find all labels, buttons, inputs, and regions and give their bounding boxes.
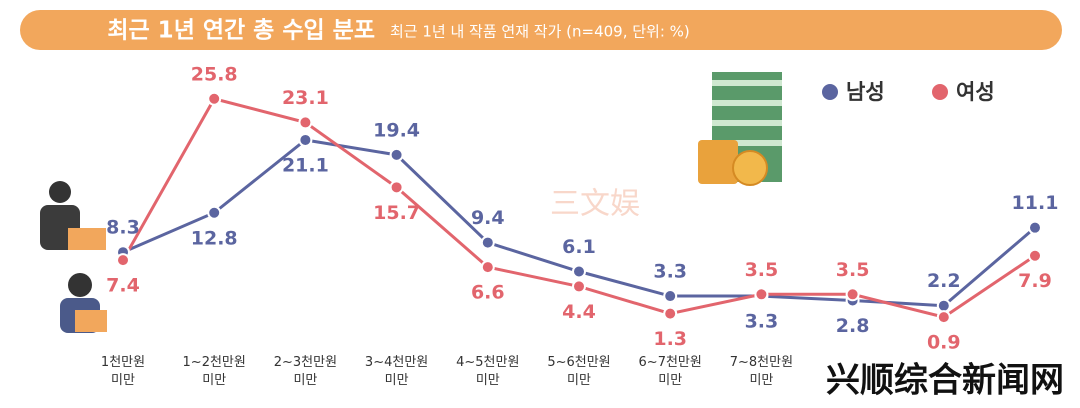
data-label: 12.8 [191,227,238,249]
money-icon [698,72,782,186]
point [116,253,130,268]
point [936,310,951,325]
data-label: 2.2 [927,270,961,292]
data-label: 25.8 [191,63,238,85]
x-tick-label: 2~3천만원 미만 [274,355,337,388]
x-tick-label: 4~5천만원 미만 [456,355,519,388]
chart-title: 최근 1년 연간 총 수입 분포 [107,18,375,44]
x-tick-label: 1천만원 미만 [101,355,145,388]
data-label: 0.9 [927,332,961,354]
data-label: 6.1 [562,236,596,258]
point [207,205,222,220]
x-tick-label: 3~4천만원 미만 [365,355,428,388]
data-label: 8.3 [106,217,140,239]
x-tick-label: 5~6천만원 미만 [547,355,610,388]
data-label: 9.4 [471,207,505,229]
point [1028,248,1042,263]
data-label: 4.4 [562,301,596,323]
data-label: 6.6 [471,282,505,304]
point [663,289,678,304]
point [572,279,586,294]
point [298,132,313,147]
watermark: 三文娱 [550,187,640,222]
data-label: 23.1 [282,87,329,109]
data-label: 3.5 [836,259,870,281]
data-label: 3.3 [653,261,687,283]
data-label: 19.4 [373,119,420,141]
data-label: 3.3 [745,311,779,333]
people-icons [40,181,107,333]
point [298,115,313,130]
point [1028,220,1042,235]
data-label: 11.1 [1012,192,1059,214]
point [754,287,769,302]
legend-marker [822,84,838,100]
x-tick-label: 1~2천만원 미만 [183,355,246,388]
legend-label: 여성 [956,80,995,104]
chart-subtitle: 최근 1년 내 작품 연재 작가 (n=409, 단위: %) [390,23,690,41]
legend-label: 남성 [846,80,885,104]
point [389,147,404,162]
point [845,287,860,302]
data-label: 21.1 [282,154,329,176]
point [480,260,495,275]
data-label: 15.7 [373,202,420,224]
x-tick-label: 7~8천만원 미만 [730,355,793,388]
point [389,180,404,195]
point [480,235,495,250]
data-label: 2.8 [836,315,870,337]
data-label: 7.4 [106,275,140,297]
watermark: 兴顺综合新闻网 [826,361,1064,401]
data-label: 1.3 [653,328,687,350]
x-tick-label: 6~7천만원 미만 [639,355,702,388]
point [936,298,951,313]
legend-marker [932,84,948,100]
point [207,91,222,106]
point [663,306,678,321]
data-label: 7.9 [1018,270,1052,292]
data-label: 3.5 [745,259,779,281]
point [572,264,586,279]
title-banner [20,10,1062,50]
